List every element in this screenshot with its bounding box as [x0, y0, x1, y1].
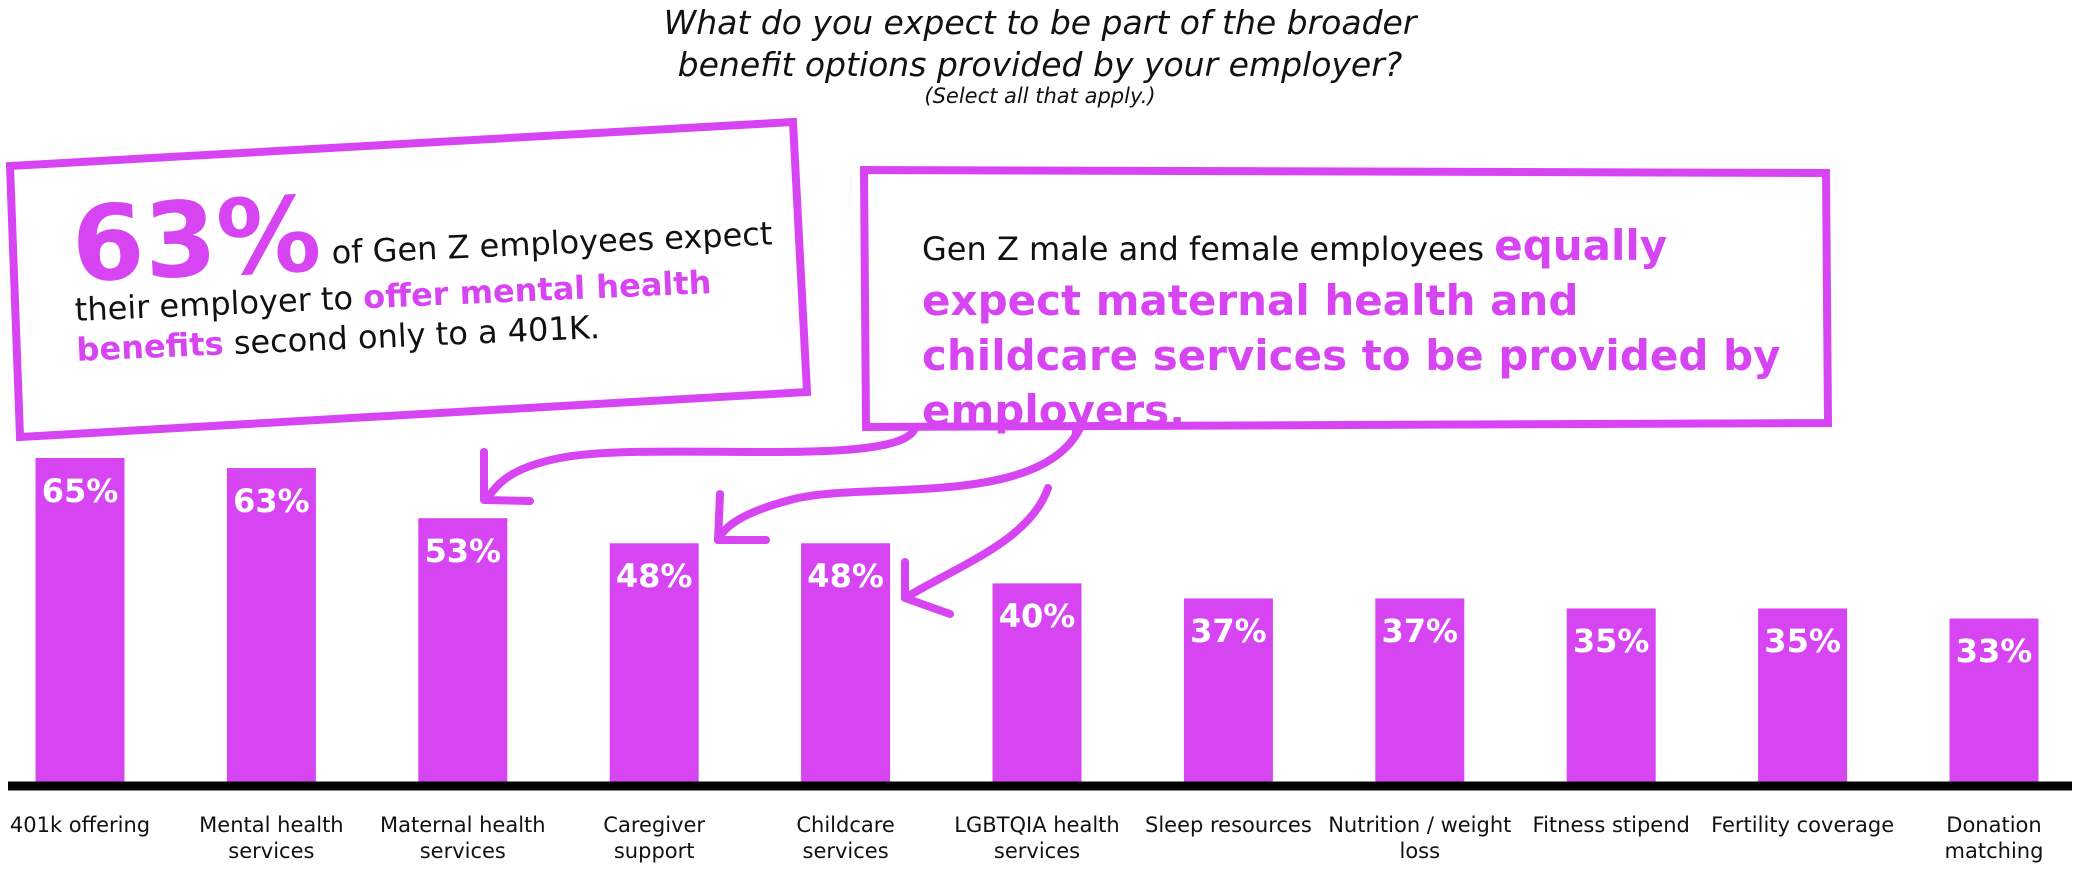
bar — [801, 543, 891, 784]
callout-box — [5, 117, 812, 442]
x-tick-label: Mental health services — [199, 813, 344, 863]
value-label: 53% — [424, 532, 502, 571]
value-label: 48% — [615, 557, 693, 596]
callout-box — [859, 165, 1833, 432]
value-label: 35% — [1764, 622, 1841, 661]
value-label: 48% — [807, 557, 884, 596]
chart-title: What do you expect to be part of the bro… — [663, 3, 1417, 84]
x-tick-label: Donation matching — [1944, 813, 2044, 863]
bar — [1183, 598, 1273, 784]
x-tick-label: LGBTQIA health services — [954, 813, 1120, 863]
bar — [1949, 618, 2039, 784]
bar — [1375, 598, 1465, 784]
value-label: 65% — [41, 472, 119, 510]
x-tick-label: Sleep resources — [1145, 813, 1312, 837]
bar — [992, 583, 1082, 784]
value-label: 37% — [1190, 612, 1267, 651]
bar — [1566, 608, 1656, 784]
bar — [609, 543, 699, 784]
bar — [226, 468, 316, 784]
x-tick-label: 401k offering — [9, 813, 151, 837]
x-tick-label: Caregiver support — [603, 813, 706, 863]
chart-subtitle: (Select all that apply.) — [924, 84, 1156, 108]
callout-highlight: equally expect maternal health and child… — [922, 221, 1781, 435]
callout: 63% of Gen Z employees expect their empl… — [69, 169, 797, 370]
callout: Gen Z male and female employees equally … — [922, 220, 1782, 440]
value-label: 33% — [1955, 632, 2033, 671]
callout-text: Gen Z male and female employees — [922, 230, 1485, 268]
value-label: 63% — [233, 482, 310, 521]
value-label: 37% — [1381, 612, 1459, 651]
x-tick-label: Nutrition / weight loss — [1328, 813, 1512, 863]
bar — [418, 518, 508, 784]
value-label: 40% — [998, 597, 1076, 636]
x-tick-label: Fitness stipend — [1532, 813, 1690, 837]
x-tick-label: Fertility coverage — [1711, 813, 1895, 837]
x-tick-label: Maternal health services — [380, 813, 546, 863]
bar — [35, 458, 125, 784]
arrows — [480, 424, 1084, 618]
bar — [1758, 608, 1848, 784]
value-label: 35% — [1572, 622, 1650, 661]
x-tick-label: Childcare services — [796, 813, 895, 863]
